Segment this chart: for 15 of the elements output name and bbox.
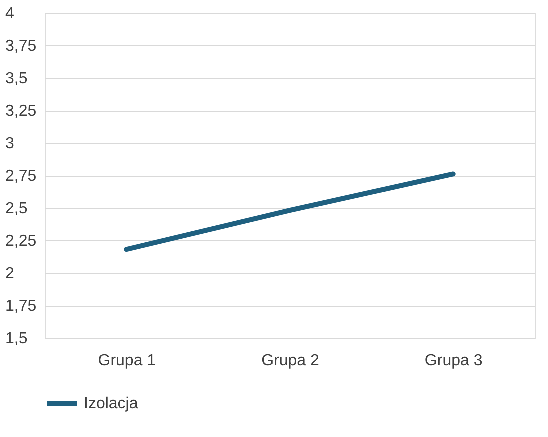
x-tick-label: Grupa 3 bbox=[424, 352, 483, 370]
y-tick-label: 3,25 bbox=[6, 103, 37, 120]
y-tick-label: 4 bbox=[6, 6, 14, 22]
x-tick-label: Grupa 2 bbox=[262, 352, 320, 370]
y-tick-label: 3 bbox=[6, 136, 14, 152]
y-tick-label: 1,75 bbox=[6, 298, 37, 315]
y-tick-label: 2 bbox=[6, 266, 14, 282]
y-tick-label: 1,5 bbox=[6, 330, 28, 348]
y-tick-label: 3,5 bbox=[6, 70, 28, 88]
y-tick-label: 2,5 bbox=[6, 200, 28, 218]
y-tick-label: 2,25 bbox=[6, 233, 37, 250]
y-tick-label: 3,75 bbox=[6, 38, 37, 55]
x-tick-label: Grupa 1 bbox=[98, 352, 156, 370]
y-tick-label: 2,75 bbox=[6, 168, 37, 185]
legend-label: Izolacja bbox=[84, 396, 138, 412]
